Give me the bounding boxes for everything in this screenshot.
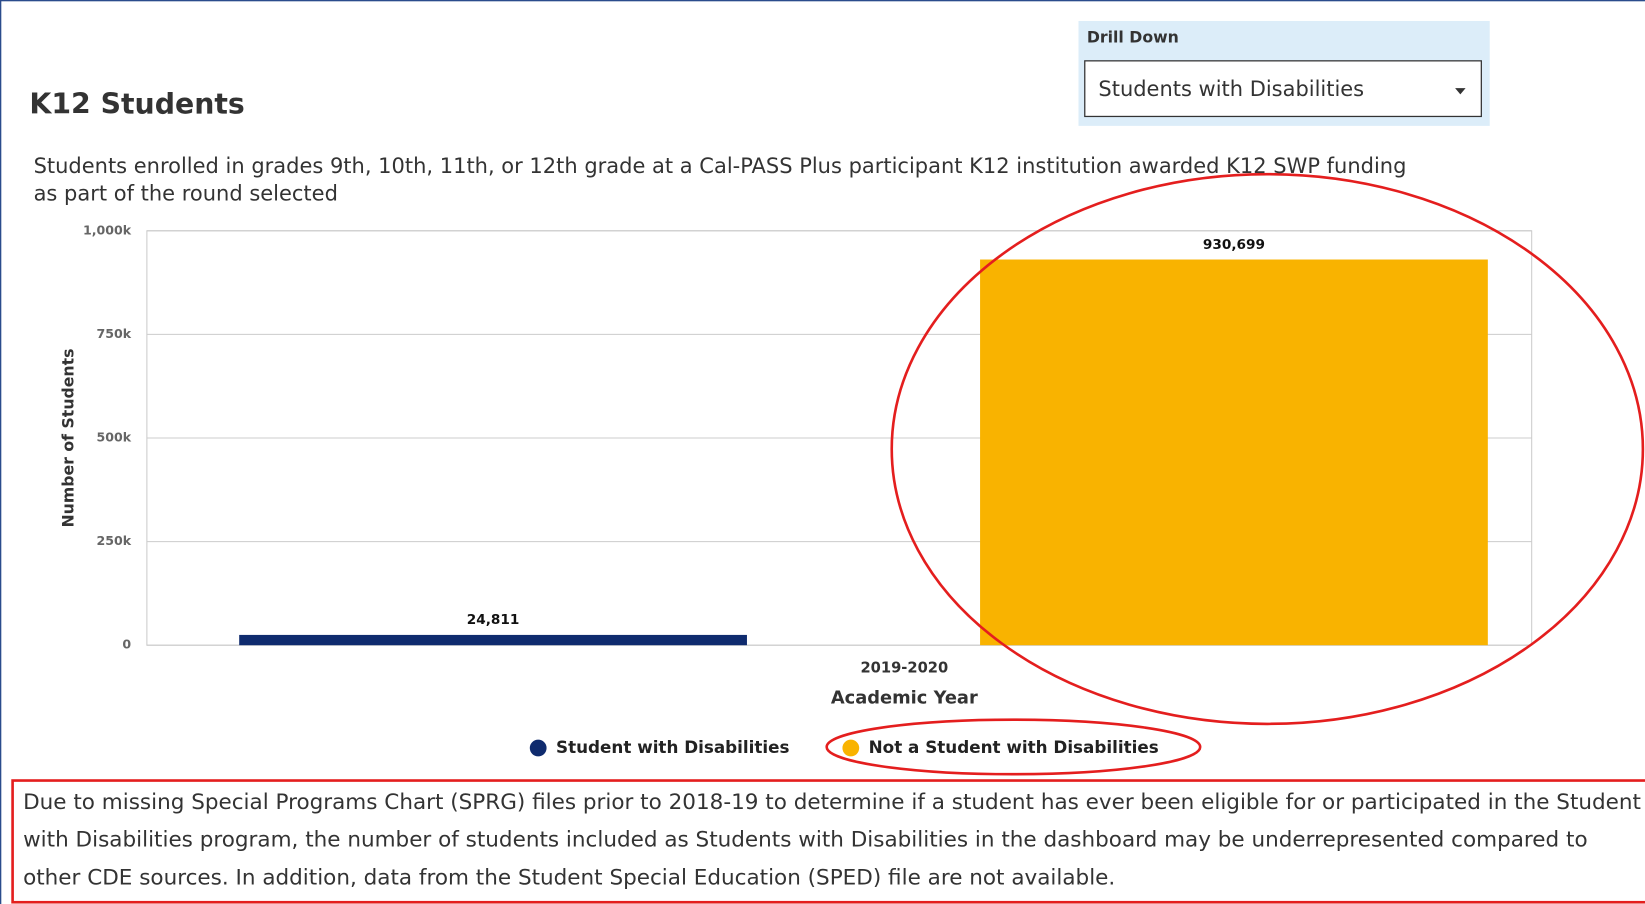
y-tick-label: 750k (97, 326, 132, 341)
y-tick-label: 250k (97, 533, 132, 548)
legend-label: Student with Disabilities (556, 737, 790, 757)
subtitle: Students enrolled in grades 9th, 10th, 1… (33, 153, 1407, 206)
drill-down-value[interactable]: Students with Disabilities (1098, 77, 1364, 101)
y-tick-label: 0 (122, 637, 131, 652)
legend-label: Not a Student with Disabilities (869, 737, 1159, 757)
data-label: 930,699 (1203, 237, 1265, 253)
data-label: 24,811 (467, 612, 520, 628)
bar (980, 259, 1488, 646)
y-tick-label: 500k (97, 429, 132, 444)
highlight-box (11, 779, 1645, 904)
y-axis-title: Number of Students (59, 349, 78, 528)
title: K12 Students (29, 88, 245, 121)
legend-marker (529, 739, 547, 757)
x-tick-label: 2019-2020 (860, 659, 948, 676)
drill-down-select[interactable] (1084, 60, 1482, 118)
y-tick-label: 1,000k (83, 222, 132, 237)
note: Due to missing Special Programs Chart (S… (23, 788, 1641, 890)
x-axis-title: Academic Year (831, 688, 978, 709)
highlight-ellipse (890, 172, 1645, 726)
drill-down-label: Drill Down (1087, 27, 1179, 46)
highlight-ellipse (825, 718, 1202, 776)
dropdown-arrow[interactable] (1455, 88, 1466, 95)
legend-marker (842, 739, 860, 757)
bar (239, 634, 747, 646)
